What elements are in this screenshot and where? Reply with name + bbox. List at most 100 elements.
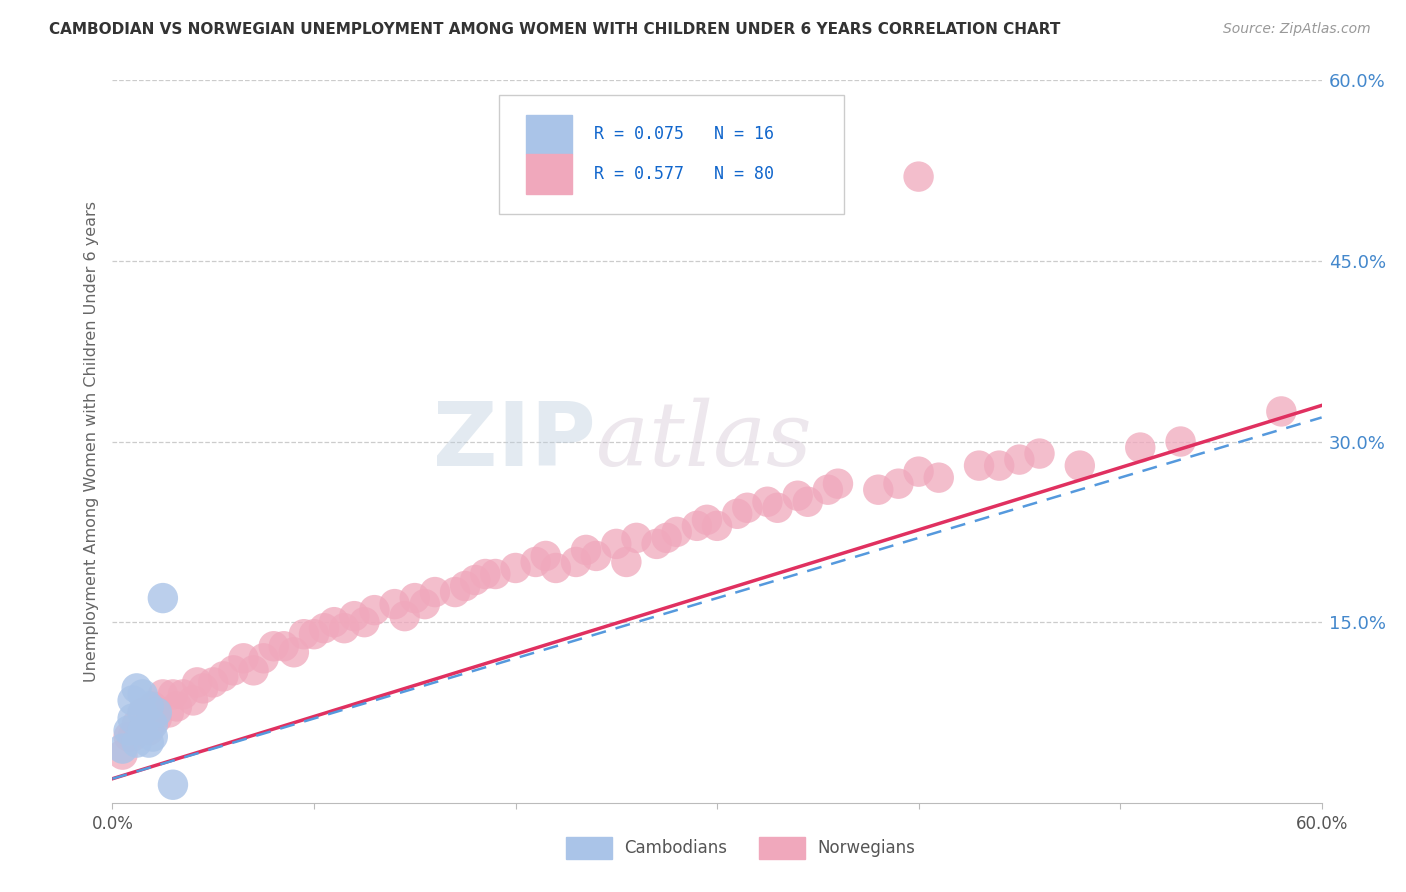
Norwegians: [766, 500, 789, 515]
Norwegians: [534, 549, 557, 563]
Cambodians: [132, 687, 155, 701]
Norwegians: [524, 555, 547, 569]
Norwegians: [181, 693, 204, 707]
Bar: [526, 114, 572, 154]
Norwegians: [212, 669, 235, 683]
Text: CAMBODIAN VS NORWEGIAN UNEMPLOYMENT AMONG WOMEN WITH CHILDREN UNDER 6 YEARS CORR: CAMBODIAN VS NORWEGIAN UNEMPLOYMENT AMON…: [49, 22, 1060, 37]
Norwegians: [404, 591, 426, 605]
Norwegians: [343, 609, 366, 624]
Cambodians: [121, 693, 143, 707]
Norwegians: [312, 621, 335, 635]
Norwegians: [242, 664, 264, 678]
Cambodians: [146, 706, 169, 720]
Norwegians: [363, 603, 385, 617]
Norwegians: [146, 712, 169, 726]
Norwegians: [1129, 441, 1152, 455]
Norwegians: [928, 470, 950, 484]
Cambodians: [121, 712, 143, 726]
Norwegians: [302, 627, 325, 641]
Norwegians: [645, 537, 668, 551]
Norwegians: [222, 664, 245, 678]
Norwegians: [323, 615, 346, 630]
Norwegians: [413, 597, 436, 611]
Norwegians: [142, 699, 165, 714]
Norwegians: [273, 639, 295, 653]
Norwegians: [907, 465, 929, 479]
Norwegians: [121, 730, 143, 744]
Cambodians: [138, 699, 160, 714]
Norwegians: [384, 597, 406, 611]
Norwegians: [394, 609, 416, 624]
Norwegians: [665, 524, 688, 539]
Norwegians: [166, 699, 188, 714]
Norwegians: [1008, 452, 1031, 467]
Norwegians: [565, 555, 588, 569]
Norwegians: [117, 730, 139, 744]
Cambodians: [132, 723, 155, 738]
Norwegians: [172, 687, 194, 701]
Norwegians: [696, 513, 718, 527]
Text: Cambodians: Cambodians: [624, 839, 727, 857]
Norwegians: [333, 621, 356, 635]
Norwegians: [474, 567, 496, 582]
Cambodians: [125, 681, 148, 696]
Cambodians: [111, 741, 134, 756]
Cambodians: [125, 735, 148, 749]
Norwegians: [152, 687, 174, 701]
Norwegians: [1028, 446, 1050, 460]
Norwegians: [353, 615, 375, 630]
Norwegians: [796, 494, 818, 508]
Text: R = 0.075   N = 16: R = 0.075 N = 16: [593, 126, 773, 144]
Norwegians: [585, 549, 607, 563]
Bar: [526, 154, 572, 194]
Norwegians: [614, 555, 637, 569]
Norwegians: [967, 458, 990, 473]
Norwegians: [132, 706, 155, 720]
Norwegians: [544, 561, 567, 575]
Norwegians: [605, 537, 627, 551]
Norwegians: [464, 573, 486, 587]
Cambodians: [138, 735, 160, 749]
Norwegians: [686, 518, 709, 533]
Norwegians: [423, 585, 446, 599]
Cambodians: [142, 730, 165, 744]
Norwegians: [253, 651, 276, 665]
Norwegians: [186, 675, 208, 690]
Norwegians: [786, 489, 808, 503]
Norwegians: [907, 169, 929, 184]
Norwegians: [725, 507, 748, 521]
Y-axis label: Unemployment Among Women with Children Under 6 years: Unemployment Among Women with Children U…: [83, 201, 98, 682]
Cambodians: [117, 723, 139, 738]
Norwegians: [162, 687, 184, 701]
Norwegians: [232, 651, 254, 665]
Text: Norwegians: Norwegians: [817, 839, 915, 857]
FancyBboxPatch shape: [499, 95, 844, 214]
Norwegians: [454, 579, 477, 593]
Bar: [759, 838, 806, 859]
Text: atlas: atlas: [596, 398, 811, 485]
Norwegians: [111, 747, 134, 762]
Cambodians: [142, 717, 165, 731]
Cambodians: [132, 706, 155, 720]
Norwegians: [202, 675, 225, 690]
Text: ZIP: ZIP: [433, 398, 596, 485]
Norwegians: [1270, 404, 1292, 418]
Norwegians: [737, 500, 759, 515]
Norwegians: [827, 476, 849, 491]
Norwegians: [125, 717, 148, 731]
Norwegians: [655, 531, 678, 545]
Norwegians: [292, 627, 315, 641]
Text: Source: ZipAtlas.com: Source: ZipAtlas.com: [1223, 22, 1371, 37]
Norwegians: [706, 518, 728, 533]
Norwegians: [1069, 458, 1091, 473]
Norwegians: [626, 531, 648, 545]
Cambodians: [152, 591, 174, 605]
Norwegians: [988, 458, 1011, 473]
Norwegians: [575, 542, 598, 557]
Norwegians: [817, 483, 839, 497]
Norwegians: [505, 561, 527, 575]
Norwegians: [263, 639, 285, 653]
Norwegians: [157, 706, 180, 720]
Norwegians: [887, 476, 910, 491]
Norwegians: [283, 645, 305, 659]
